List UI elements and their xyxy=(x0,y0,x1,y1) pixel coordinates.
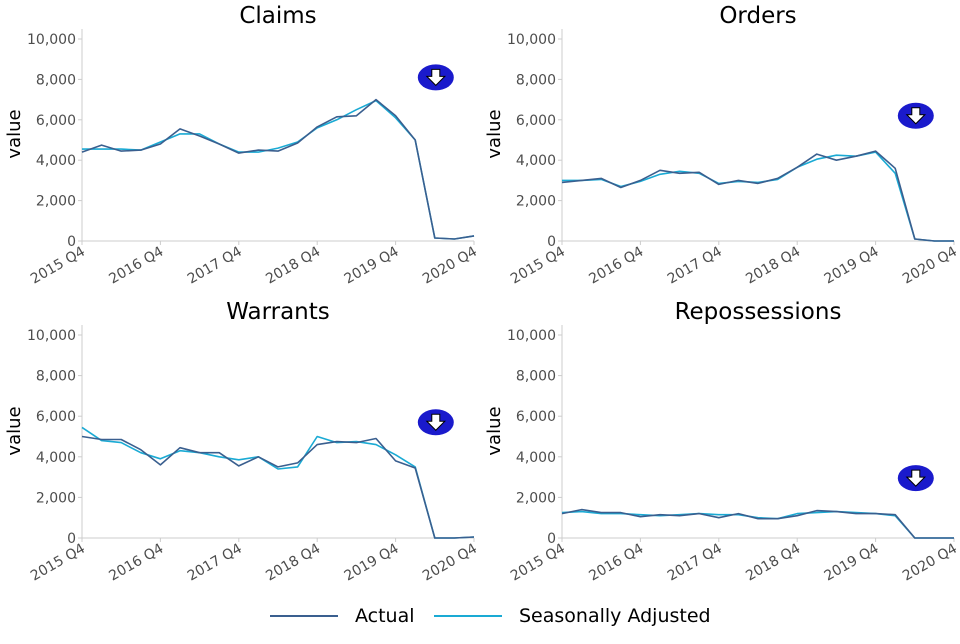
x-tick-label: 2020 Q4 xyxy=(420,244,480,288)
legend-item-seasonally-adjusted: Seasonally Adjusted xyxy=(434,605,711,627)
y-axis-label: value xyxy=(4,406,25,455)
y-axis-label: value xyxy=(4,109,25,158)
x-tick-label: 2017 Q4 xyxy=(185,541,245,585)
y-tick-label: 0 xyxy=(67,531,76,547)
series-line-seasonally-adjusted xyxy=(562,151,954,242)
x-tick-label: 2018 Q4 xyxy=(263,244,323,288)
y-tick-label: 8,000 xyxy=(36,369,76,385)
panel-repossessions: Repossessions value 0 2,000 4,000 6,000 8,000 1… xyxy=(484,299,960,584)
down-arrow-icon xyxy=(897,465,934,492)
y-tick-label: 10,000 xyxy=(507,328,556,344)
x-tick-label: 2020 Q4 xyxy=(420,541,480,585)
x-tick-label: 2019 Q4 xyxy=(342,541,402,585)
panel-claims: Claims value 0 2,000 4,000 6,000 8,000 10,000 20… xyxy=(4,3,480,287)
x-tick-label: 2018 Q4 xyxy=(263,541,323,585)
x-tick-label: 2020 Q4 xyxy=(900,244,960,288)
y-tick-label: 6,000 xyxy=(36,409,76,425)
y-tick-label: 4,000 xyxy=(36,153,76,169)
y-tick-label: 8,000 xyxy=(516,72,556,88)
x-tick-label: 2015 Q4 xyxy=(508,244,568,288)
legend-label: Actual xyxy=(355,605,415,627)
panel-title: Claims xyxy=(239,3,316,29)
y-tick-label: 2,000 xyxy=(36,194,76,210)
panel-warrants: Warrants value 0 2,000 4,000 6,000 8,000 10,000… xyxy=(4,299,480,584)
y-axis-label: value xyxy=(484,406,505,455)
x-tick-label: 2018 Q4 xyxy=(743,244,803,288)
y-tick-label: 4,000 xyxy=(516,450,556,466)
y-tick-label: 6,000 xyxy=(36,113,76,129)
x-tick-label: 2015 Q4 xyxy=(508,541,568,585)
legend: Actual Seasonally Adjusted xyxy=(270,605,711,627)
y-tick-label: 0 xyxy=(547,234,556,250)
y-tick-label: 10,000 xyxy=(27,32,76,48)
down-arrow-icon xyxy=(897,102,934,129)
x-tick-label: 2015 Q4 xyxy=(28,541,88,585)
series-line-actual xyxy=(81,435,475,539)
x-tick-label: 2016 Q4 xyxy=(586,244,646,288)
panel-orders: Orders value 0 2,000 4,000 6,000 8,000 10,000 20… xyxy=(484,3,960,287)
x-tick-label: 2019 Q4 xyxy=(342,244,402,288)
series-line-actual xyxy=(561,150,954,242)
y-tick-label: 0 xyxy=(67,234,76,250)
y-tick-label: 4,000 xyxy=(516,153,556,169)
x-tick-label: 2019 Q4 xyxy=(822,244,882,288)
y-tick-label: 6,000 xyxy=(516,409,556,425)
series-line-actual xyxy=(561,508,954,539)
x-tick-label: 2016 Q4 xyxy=(586,541,646,585)
y-tick-label: 4,000 xyxy=(36,450,76,466)
x-tick-label: 2017 Q4 xyxy=(185,244,245,288)
y-tick-label: 10,000 xyxy=(27,328,76,344)
y-tick-label: 10,000 xyxy=(507,32,556,48)
panel-title: Repossessions xyxy=(675,299,842,325)
x-tick-label: 2019 Q4 xyxy=(822,541,882,585)
series-line-seasonally-adjusted xyxy=(82,99,475,240)
x-tick-label: 2016 Q4 xyxy=(106,244,166,288)
x-tick-label: 2018 Q4 xyxy=(743,541,803,585)
y-tick-label: 8,000 xyxy=(516,369,556,385)
down-arrow-icon xyxy=(417,64,454,91)
series-line-actual xyxy=(81,98,475,240)
x-tick-label: 2015 Q4 xyxy=(28,244,88,288)
x-tick-label: 2017 Q4 xyxy=(665,541,725,585)
x-tick-label: 2016 Q4 xyxy=(106,541,166,585)
y-tick-label: 2,000 xyxy=(516,194,556,210)
y-tick-label: 2,000 xyxy=(36,490,76,506)
legend-item-actual: Actual xyxy=(270,605,415,627)
y-tick-label: 2,000 xyxy=(516,490,556,506)
panel-title: Warrants xyxy=(226,299,330,325)
x-tick-label: 2017 Q4 xyxy=(665,244,725,288)
down-arrow-icon xyxy=(417,409,454,436)
y-tick-label: 0 xyxy=(547,531,556,547)
series-line-seasonally-adjusted xyxy=(81,426,475,539)
x-tick-label: 2020 Q4 xyxy=(900,541,960,585)
legend-label: Seasonally Adjusted xyxy=(519,605,711,627)
panel-title: Orders xyxy=(719,3,796,29)
y-tick-label: 6,000 xyxy=(516,113,556,129)
y-axis-label: value xyxy=(484,109,505,158)
y-tick-label: 8,000 xyxy=(36,72,76,88)
